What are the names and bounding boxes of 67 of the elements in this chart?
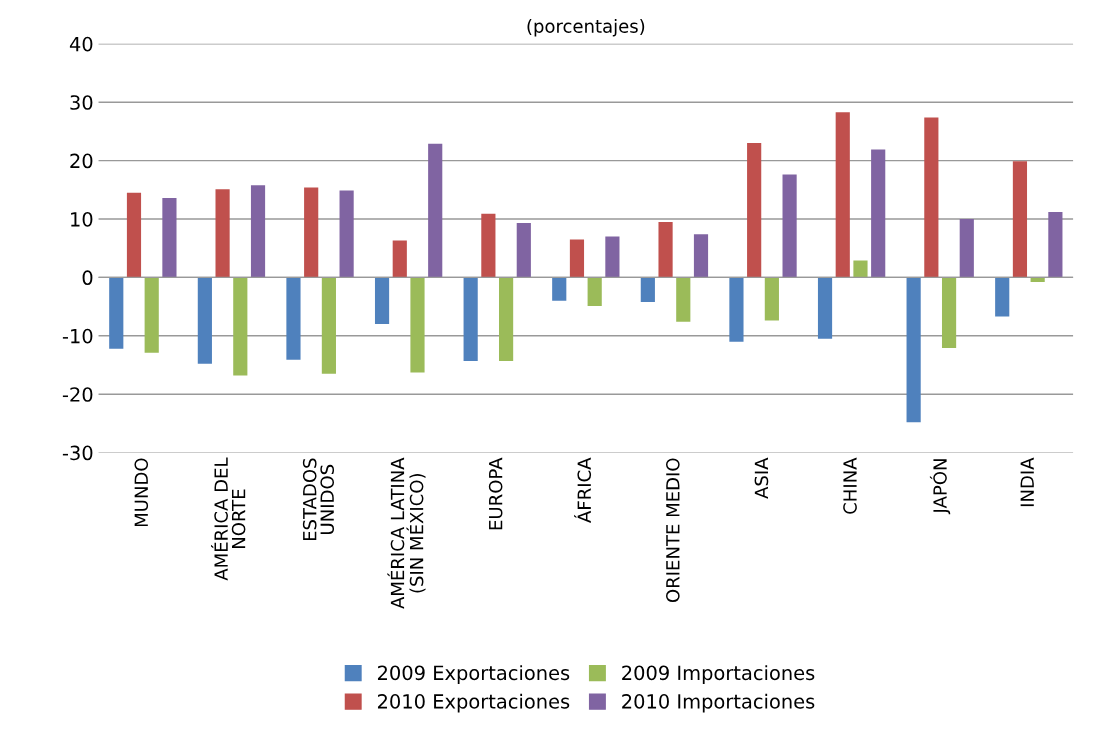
y-tick-label: 10 — [71, 211, 93, 227]
legend-label: 2010 Importaciones — [622, 693, 815, 713]
bar — [374, 277, 390, 325]
x-tick-label: EUROPA — [488, 457, 503, 530]
bar — [410, 277, 425, 373]
y-tick-label: -20 — [62, 387, 93, 402]
y-tick-label: 0 — [82, 270, 93, 286]
bar — [764, 277, 779, 321]
bar — [162, 197, 177, 278]
bar — [569, 239, 585, 278]
x-tick-label: CHINA — [843, 457, 857, 514]
bar — [552, 277, 567, 301]
bar — [817, 277, 833, 339]
bar — [428, 143, 443, 278]
x-tick-label: JAPÓN — [929, 459, 951, 515]
chart-title: (porcentajes) — [527, 18, 645, 37]
legend-label: 2010 Exportaciones — [377, 693, 570, 713]
bar — [392, 240, 407, 278]
bar — [321, 277, 336, 374]
legend-label: 2009 Exportaciones — [377, 665, 570, 684]
bar — [871, 149, 886, 278]
bar — [233, 277, 248, 376]
bar — [906, 277, 921, 423]
bar — [853, 260, 868, 278]
bar — [126, 192, 142, 278]
bar — [924, 117, 939, 278]
bar — [693, 234, 709, 278]
bar — [941, 277, 957, 349]
bar — [499, 277, 514, 361]
bar — [481, 213, 496, 278]
x-tick-label: ORIENTE MEDIO — [666, 458, 680, 603]
legend-label: 2009 Importaciones — [622, 665, 815, 684]
bar — [640, 277, 655, 302]
bar — [587, 277, 602, 307]
bar — [676, 277, 691, 322]
y-tick-label: 20 — [70, 153, 93, 169]
bar — [1012, 161, 1028, 278]
bar — [463, 277, 478, 361]
bar — [995, 277, 1010, 317]
bar — [658, 221, 673, 278]
bar — [215, 189, 230, 278]
x-tick-label: AMÉRICA DEL NORTE — [210, 457, 246, 581]
bar — [782, 174, 797, 278]
bar — [144, 277, 159, 353]
bar — [250, 185, 266, 278]
y-tick-label: -10 — [62, 328, 93, 344]
x-tick-label: ESTADOS UNIDOS — [302, 458, 335, 541]
bar — [286, 277, 301, 360]
bar — [304, 187, 319, 278]
bar — [339, 190, 354, 278]
y-tick-label: 30 — [70, 95, 93, 110]
bar — [605, 236, 620, 278]
bar — [516, 223, 531, 278]
bar — [729, 277, 744, 342]
bar — [197, 277, 212, 364]
y-tick-label: -30 — [62, 445, 93, 461]
x-tick-label: ASIA — [754, 457, 769, 499]
x-tick-label: INDIA — [1020, 457, 1034, 507]
bar — [109, 277, 124, 349]
bar — [1048, 211, 1063, 278]
x-tick-label: MUNDO — [134, 458, 149, 527]
x-tick-label: ÁFRICA — [574, 457, 592, 523]
bar — [959, 219, 974, 278]
bar — [835, 112, 850, 278]
y-tick-label: 40 — [69, 36, 93, 52]
x-tick-label: AMÉRICA LATINA (SIN MÉXICO) — [387, 457, 426, 609]
bar — [747, 143, 762, 278]
